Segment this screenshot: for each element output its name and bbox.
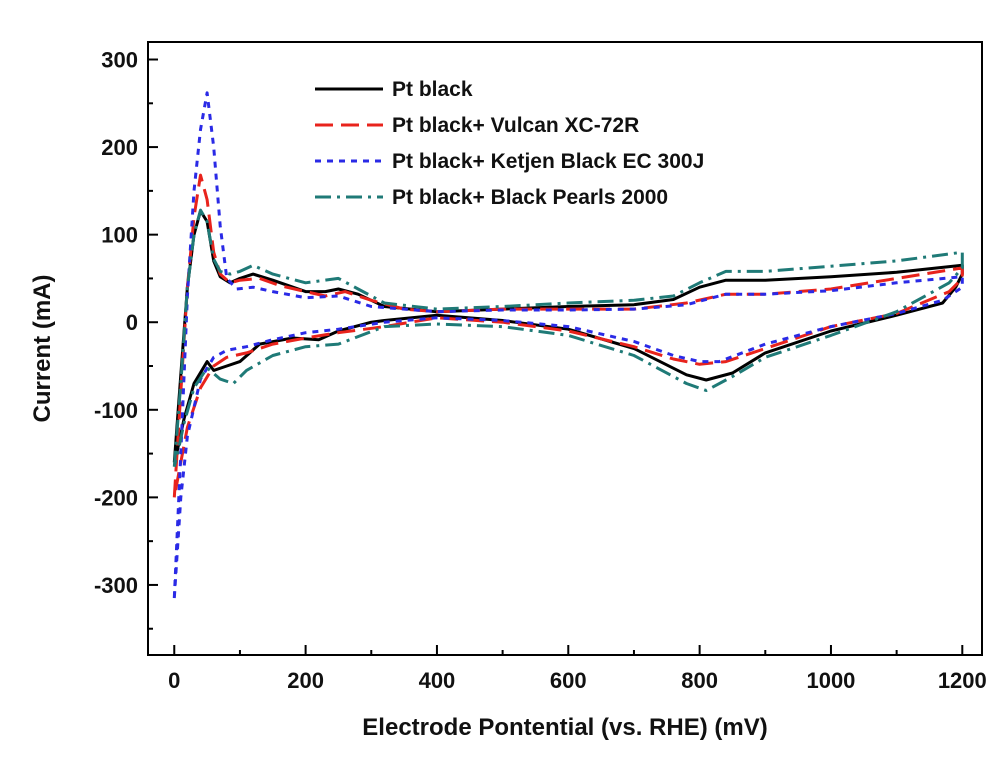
x-tick-label: 600 (550, 668, 587, 693)
y-tick-label: 100 (101, 223, 138, 248)
x-tick-label: 400 (419, 668, 456, 693)
legend-label: Pt black+ Vulcan XC-72R (392, 114, 639, 137)
y-axis-label: Current (mA) (29, 275, 56, 423)
y-tick-label: 0 (126, 310, 138, 335)
x-axis-label: Electrode Pontential (vs. RHE) (mV) (362, 714, 767, 741)
y-tick-label: -100 (94, 398, 138, 423)
legend-label: Pt black+ Ketjen Black EC 300J (392, 150, 704, 173)
series-line (172, 173, 964, 498)
x-tick-label: 0 (168, 668, 180, 693)
x-tick-label: 800 (681, 668, 718, 693)
legend: Pt black Pt black+ Vulcan XC-72R Pt black+… (315, 78, 704, 209)
series-line (172, 91, 964, 599)
plot-series (172, 91, 964, 599)
legend-label: Pt black+ Black Pearls 2000 (392, 186, 668, 209)
legend-label: Pt black (392, 78, 473, 101)
x-tick-label: 1000 (806, 668, 855, 693)
y-tick-label: -200 (94, 485, 138, 510)
y-tick-label: -300 (94, 573, 138, 598)
y-tick-label: 200 (101, 135, 138, 160)
x-tick-label: 200 (287, 668, 324, 693)
y-tick-label: 300 (101, 48, 138, 73)
x-axis: 0 200 400 600 800 1000 1200 (168, 645, 987, 693)
x-tick-label: 1200 (938, 668, 987, 693)
plot-frame (147, 41, 983, 656)
y-axis: -300 -200 -100 0 100 200 300 (94, 48, 158, 630)
